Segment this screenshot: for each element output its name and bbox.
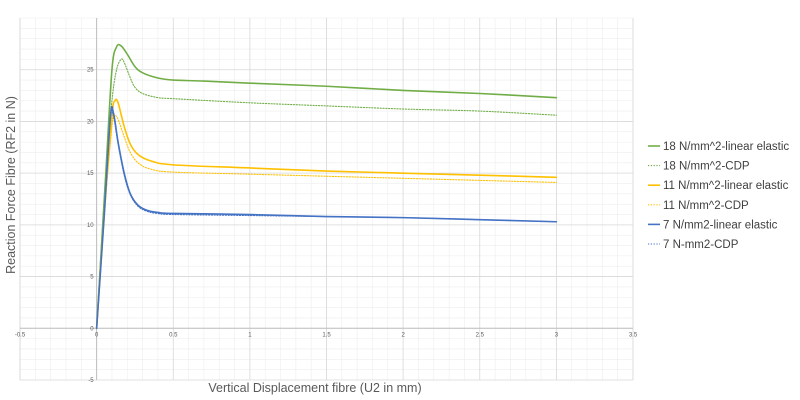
legend-item: 7 N-mm2-CDP — [648, 239, 739, 251]
x-tick-label: 0.5 — [169, 332, 178, 338]
legend-item: 18 N/mm^2-linear elastic — [648, 141, 789, 153]
y-tick-label: 10 — [87, 223, 94, 229]
legend-item: 11 N/mm^2-CDP — [648, 200, 749, 212]
x-tick-label: 3 — [555, 332, 559, 338]
series-lines — [95, 43, 558, 330]
x-tick-label: 1.5 — [322, 332, 331, 338]
y-tick-label: 15 — [87, 171, 94, 177]
legend: 18 N/mm^2-linear elastic 18 N/mm^2-CDP 11 … — [648, 141, 789, 251]
x-tick-label: 1 — [248, 332, 252, 338]
y-tick-label: 25 — [87, 68, 94, 74]
legend-item: 7 N/mm2-linear elastic — [648, 219, 778, 231]
x-axis-title: Vertical Displacement fibre (U2 in mm) — [208, 381, 421, 395]
legend-label: 11 N/mm^2-CDP — [663, 200, 749, 212]
series-line-3 — [95, 98, 558, 330]
legend-label: 7 N/mm2-linear elastic — [663, 219, 778, 231]
x-tick-label: -0.5 — [15, 332, 26, 338]
legend-label: 18 N/mm^2-linear elastic — [663, 141, 789, 153]
y-tick-label: 0 — [90, 326, 94, 332]
y-tick-label: 20 — [87, 119, 94, 125]
y-tick-label: 5 — [90, 275, 94, 281]
series-line-2 — [96, 58, 557, 329]
series-line-4 — [96, 115, 557, 329]
x-tick-label: 2 — [401, 332, 405, 338]
series-line-1 — [95, 43, 558, 330]
x-tick-label: 0 — [95, 332, 99, 338]
tick-labels: -0.5 0 0.5 1 1.5 2 2.5 3 3.5 -5 0 5 10 15 20 25 — [15, 68, 638, 384]
x-tick-label: 2.5 — [476, 332, 485, 338]
legend-label: 7 N-mm2-CDP — [663, 239, 739, 251]
legend-label: 11 N/mm^2-linear elastic — [663, 180, 789, 192]
y-tick-label: -5 — [88, 378, 94, 384]
series-line-6 — [96, 109, 557, 329]
legend-label: 18 N/mm^2-CDP — [663, 161, 750, 173]
legend-item: 18 N/mm^2-CDP — [648, 161, 750, 173]
x-tick-label: 3.5 — [629, 332, 638, 338]
legend-item: 11 N/mm^2-linear elastic — [648, 180, 789, 192]
y-axis-title: Reaction Force Fibre (RF2 in N) — [4, 96, 18, 274]
